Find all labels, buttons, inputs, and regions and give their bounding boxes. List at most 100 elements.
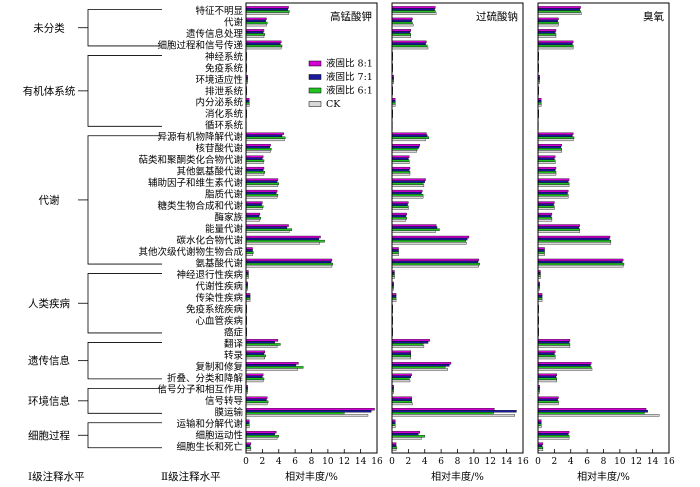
- bar: [391, 150, 417, 153]
- bar: [245, 171, 266, 174]
- bar: [391, 46, 429, 50]
- bar: [245, 400, 269, 404]
- bar: [391, 433, 419, 436]
- bar: [391, 442, 397, 445]
- bar: [245, 237, 320, 241]
- bar: [537, 444, 543, 447]
- bar: [537, 345, 571, 348]
- legend-swatch: [308, 101, 322, 107]
- bar: [537, 341, 570, 344]
- category-label: 信号分子和相互作用: [157, 384, 243, 396]
- category-label: 癌症: [224, 326, 244, 338]
- x-tick-label: 2: [260, 457, 266, 467]
- bar: [391, 339, 430, 342]
- bar: [245, 212, 261, 216]
- bar: [537, 379, 558, 383]
- bar: [537, 159, 556, 162]
- category-label: 脂质代谢: [205, 189, 244, 201]
- bar: [537, 433, 569, 436]
- bar: [391, 12, 437, 15]
- bar: [245, 134, 283, 137]
- bar: [537, 366, 592, 369]
- bar: [537, 138, 574, 142]
- bar: [537, 216, 553, 220]
- bar: [245, 362, 299, 365]
- bar: [537, 414, 660, 417]
- legend-swatch: [308, 87, 322, 94]
- bar: [391, 31, 411, 34]
- bar: [537, 446, 544, 449]
- bar: [391, 444, 397, 447]
- bar: [245, 180, 278, 183]
- bar: [245, 226, 288, 229]
- x-tick-label: 16: [371, 457, 383, 467]
- group-bracket: [87, 422, 162, 449]
- bar: [537, 249, 545, 252]
- bar: [391, 408, 495, 411]
- x-axis-label: 相对丰度/%: [285, 470, 338, 483]
- bar: [537, 400, 559, 404]
- x-tick-label: 14: [355, 457, 367, 467]
- category-label: 酶家族: [214, 212, 243, 224]
- bar: [391, 412, 494, 415]
- bar: [537, 364, 591, 367]
- category-label: 消化系统: [205, 108, 244, 120]
- category-label: 折叠、分类和降解: [167, 372, 244, 384]
- bar: [245, 44, 283, 48]
- bar: [245, 42, 281, 46]
- legend-label: 液固比 7:1: [326, 71, 373, 83]
- bar: [537, 157, 555, 160]
- bar: [245, 345, 278, 348]
- x-tick-label: 8: [601, 457, 607, 467]
- x-tick-label: 16: [517, 457, 529, 467]
- x-tick-label: 16: [663, 457, 675, 467]
- legend-swatch: [308, 74, 322, 80]
- bar: [391, 377, 410, 381]
- level1-group-label: 未分类: [33, 21, 65, 34]
- category-label: 免疫系统: [205, 62, 244, 74]
- bar: [537, 143, 562, 147]
- bar: [391, 262, 480, 266]
- bar: [537, 299, 543, 302]
- bar: [537, 205, 555, 208]
- bar: [391, 17, 413, 21]
- bar: [391, 6, 436, 9]
- bar: [537, 134, 573, 137]
- bar: [245, 143, 271, 147]
- bar: [537, 171, 557, 174]
- bar: [245, 408, 375, 411]
- bar: [537, 23, 559, 27]
- bar: [537, 264, 624, 268]
- bar: [537, 251, 545, 254]
- category-label: 糖类生物合成和代谢: [157, 200, 243, 212]
- x-tick-label: 4: [568, 457, 574, 467]
- x-tick-label: 10: [468, 457, 480, 467]
- bar: [391, 414, 515, 417]
- category-label: 核苷酸代谢: [195, 143, 243, 155]
- bar: [391, 366, 446, 369]
- category-label: 神经系统: [205, 51, 244, 63]
- bar: [391, 446, 398, 449]
- bar: [391, 264, 479, 268]
- bar: [245, 352, 265, 356]
- bar: [391, 44, 428, 48]
- bar: [537, 437, 570, 440]
- bar: [245, 435, 279, 438]
- category-label: 其他氨基酸代谢: [176, 166, 243, 178]
- bar: [391, 194, 424, 197]
- category-label: 萜类和聚酮类化合物代谢: [138, 154, 243, 166]
- bar: [537, 173, 557, 176]
- category-label: 排泄系统: [205, 85, 244, 97]
- bar: [391, 410, 517, 413]
- bar: [537, 207, 555, 210]
- bar: [391, 168, 410, 172]
- category-label: 运输和分解代谢: [176, 418, 243, 430]
- bar: [245, 446, 252, 449]
- level1-group-label: 代谢: [39, 194, 60, 207]
- bar: [391, 203, 408, 206]
- bar: [245, 29, 265, 32]
- bar: [245, 12, 289, 15]
- category-label: 其他次级代谢物生物合成: [138, 246, 243, 258]
- bar: [391, 352, 412, 356]
- bar: [537, 42, 573, 46]
